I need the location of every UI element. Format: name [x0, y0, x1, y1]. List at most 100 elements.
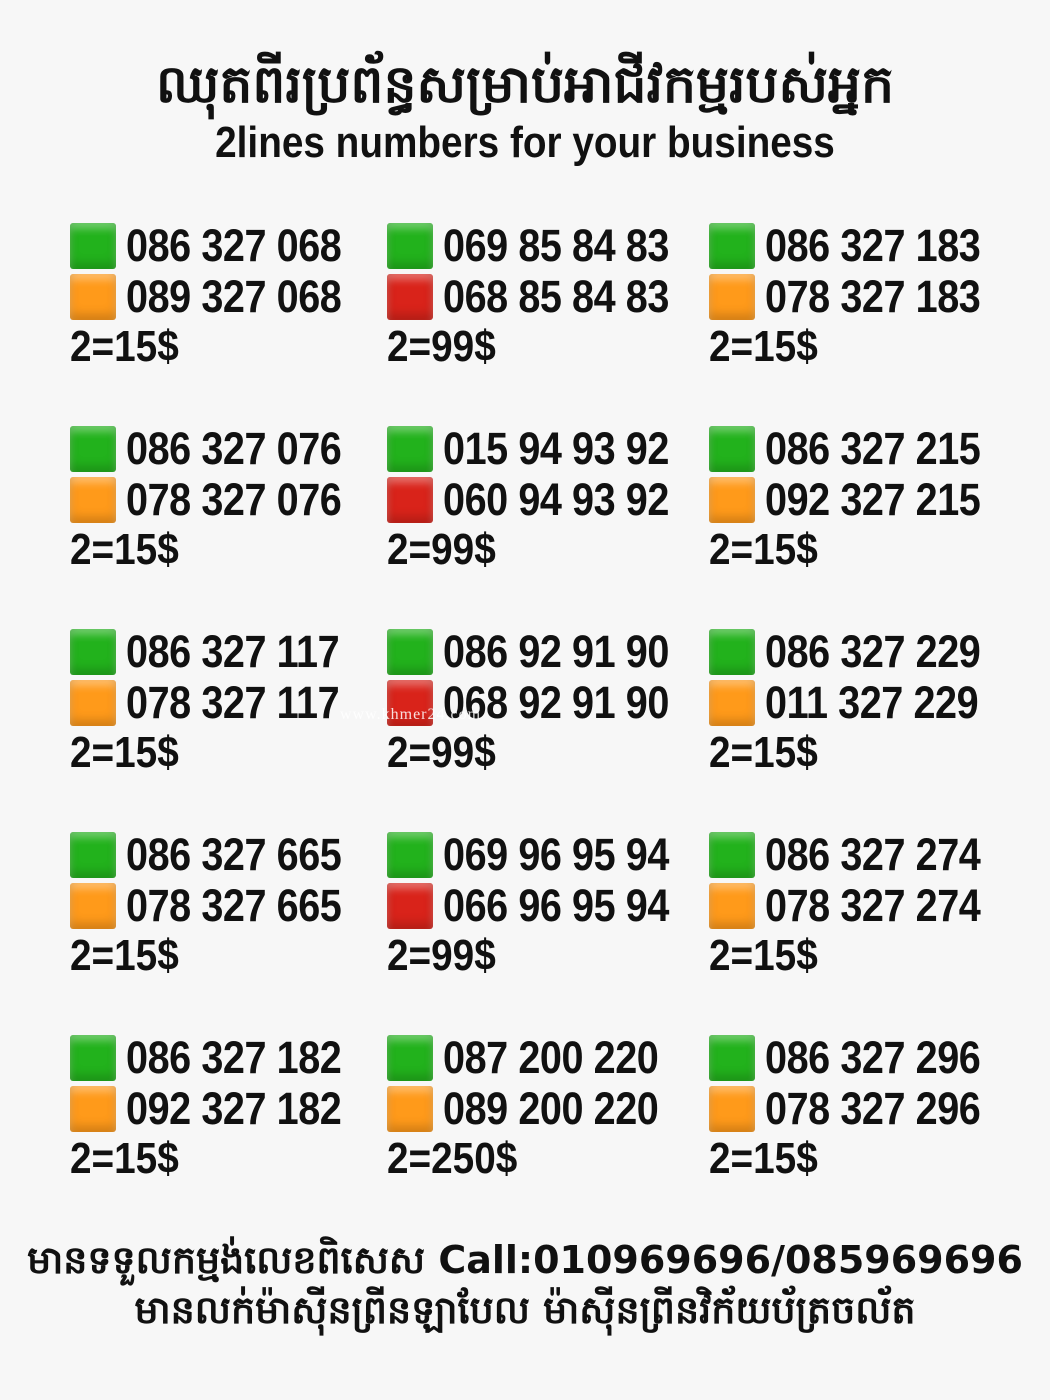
phone-line: 066 96 95 94 [387, 880, 700, 931]
number-set: 069 85 84 83 068 85 84 83 2=99$ [387, 220, 717, 382]
green-square-icon [70, 629, 116, 675]
phone-number: 092 327 182 [126, 1083, 342, 1134]
phone-number: 092 327 215 [765, 474, 981, 525]
green-square-icon [387, 629, 433, 675]
number-set: 086 327 665 078 327 665 2=15$ [70, 829, 400, 991]
phone-number: 086 327 182 [126, 1032, 342, 1083]
phone-number: 086 327 229 [765, 626, 981, 677]
phone-line: 089 200 220 [387, 1083, 688, 1134]
phone-line: 086 327 068 [70, 220, 371, 271]
number-set: 086 327 296 078 327 296 2=15$ [709, 1032, 1039, 1194]
number-set: 086 327 076 078 327 076 2=15$ [70, 423, 400, 585]
green-square-icon [709, 629, 755, 675]
footer-products: មានលក់ម៉ាស៊ីនព្រីនឡាបែល ម៉ាស៊ីនព្រីនវិក័… [134, 1288, 916, 1332]
phone-line: 078 327 076 [70, 474, 371, 525]
number-set: 087 200 220 089 200 220 2=250$ [387, 1032, 717, 1194]
phone-number: 086 327 183 [765, 220, 981, 271]
price-label: 2=99$ [387, 525, 496, 574]
number-set: 086 327 117 078 327 117 2=15$ [70, 626, 400, 788]
phone-line: 086 327 215 [709, 423, 1010, 474]
phone-line: 086 327 076 [70, 423, 371, 474]
phone-number: 078 327 296 [765, 1083, 981, 1134]
phone-line: 078 327 274 [709, 880, 1010, 931]
phone-line: 078 327 296 [709, 1083, 1010, 1134]
orange-square-icon [387, 1086, 433, 1132]
phone-number: 068 92 91 90 [443, 677, 669, 728]
phone-line: 078 327 665 [70, 880, 371, 931]
phone-line: 089 327 068 [70, 271, 371, 322]
phone-number: 078 327 274 [765, 880, 981, 931]
phone-line: 086 327 183 [709, 220, 1010, 271]
price-label: 2=15$ [709, 525, 818, 574]
phone-number: 078 327 665 [126, 880, 342, 931]
number-set: 015 94 93 92 060 94 93 92 2=99$ [387, 423, 717, 585]
phone-number: 086 92 91 90 [443, 626, 669, 677]
green-square-icon [70, 832, 116, 878]
phone-line: 086 327 182 [70, 1032, 371, 1083]
phone-line: 086 327 274 [709, 829, 1010, 880]
phone-line: 092 327 215 [709, 474, 1010, 525]
phone-number: 060 94 93 92 [443, 474, 669, 525]
price-label: 2=15$ [709, 728, 818, 777]
phone-number: 015 94 93 92 [443, 423, 669, 474]
title-khmer: ឈុតពីរប្រព័ន្ធសម្រាប់អាជីវកម្មរបស់អ្នក [155, 55, 895, 115]
green-square-icon [387, 1035, 433, 1081]
phone-number: 086 327 068 [126, 220, 342, 271]
number-set: 086 327 274 078 327 274 2=15$ [709, 829, 1039, 991]
phone-line: 086 327 296 [709, 1032, 1010, 1083]
phone-line: 078 327 117 [70, 677, 368, 728]
number-set: 086 327 182 092 327 182 2=15$ [70, 1032, 400, 1194]
phone-number: 086 327 665 [126, 829, 342, 880]
phone-number: 086 327 076 [126, 423, 342, 474]
price-label: 2=99$ [387, 931, 496, 980]
green-square-icon [387, 223, 433, 269]
number-set: 086 327 229 011 327 229 2=15$ [709, 626, 1039, 788]
phone-number: 069 85 84 83 [443, 220, 669, 271]
price-label: 2=99$ [387, 322, 496, 371]
green-square-icon [70, 223, 116, 269]
phone-number: 078 327 183 [765, 271, 981, 322]
red-square-icon [387, 680, 433, 726]
green-square-icon [709, 426, 755, 472]
price-label: 2=15$ [70, 322, 179, 371]
red-square-icon [387, 274, 433, 320]
phone-line: 068 92 91 90 [387, 677, 700, 728]
orange-square-icon [709, 883, 755, 929]
phone-line: 092 327 182 [70, 1083, 371, 1134]
red-square-icon [387, 883, 433, 929]
phone-number: 068 85 84 83 [443, 271, 669, 322]
number-set: 086 327 215 092 327 215 2=15$ [709, 423, 1039, 585]
phone-line: 086 327 117 [70, 626, 368, 677]
phone-line: 069 96 95 94 [387, 829, 700, 880]
price-label: 2=15$ [70, 525, 179, 574]
price-label: 2=15$ [70, 931, 179, 980]
phone-line: 068 85 84 83 [387, 271, 700, 322]
orange-square-icon [70, 477, 116, 523]
green-square-icon [709, 223, 755, 269]
phone-number: 078 327 076 [126, 474, 342, 525]
phone-line: 086 327 665 [70, 829, 371, 880]
phone-number: 011 327 229 [765, 677, 979, 728]
price-label: 2=15$ [709, 1134, 818, 1183]
orange-square-icon [70, 883, 116, 929]
orange-square-icon [709, 274, 755, 320]
phone-line: 078 327 183 [709, 271, 1010, 322]
orange-square-icon [70, 1086, 116, 1132]
phone-number: 089 200 220 [443, 1083, 659, 1134]
number-set: 069 96 95 94 066 96 95 94 2=99$ [387, 829, 717, 991]
phone-number: 089 327 068 [126, 271, 342, 322]
green-square-icon [387, 426, 433, 472]
phone-number: 086 327 215 [765, 423, 981, 474]
watermark: www.khmer24.com [340, 706, 482, 723]
price-label: 2=15$ [70, 728, 179, 777]
number-set: 086 92 91 90 068 92 91 90 2=99$ [387, 626, 717, 788]
green-square-icon [70, 426, 116, 472]
phone-number: 078 327 117 [126, 677, 340, 728]
phone-number: 086 327 117 [126, 626, 340, 677]
orange-square-icon [70, 274, 116, 320]
orange-square-icon [709, 1086, 755, 1132]
red-square-icon [387, 477, 433, 523]
number-grid: 086 327 068 089 327 068 2=15$ 069 85 84 83 0… [0, 220, 1050, 1222]
number-set: 086 327 068 089 327 068 2=15$ [70, 220, 400, 382]
price-label: 2=15$ [709, 931, 818, 980]
